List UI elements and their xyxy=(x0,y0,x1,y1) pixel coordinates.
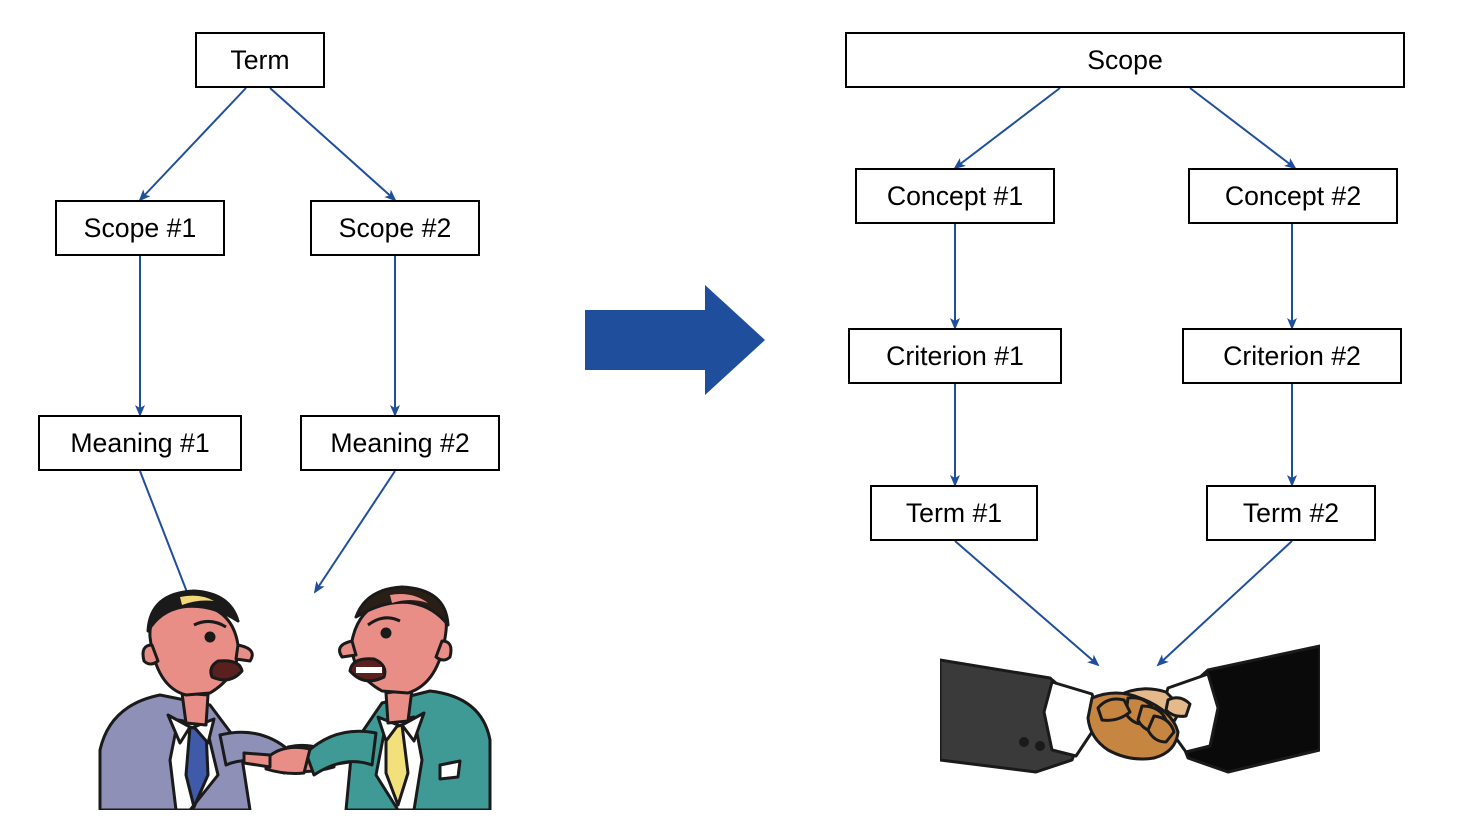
node-label: Criterion #1 xyxy=(886,341,1024,372)
edge-arrow xyxy=(140,88,246,200)
arguing-left-person xyxy=(100,591,356,810)
node-label: Term #2 xyxy=(1243,498,1339,529)
edge-arrow xyxy=(1190,88,1295,168)
arguing-right-person xyxy=(244,587,490,810)
node-criterion-1: Criterion #1 xyxy=(848,328,1062,384)
node-scope-1: Scope #1 xyxy=(55,200,225,256)
node-meaning-2: Meaning #2 xyxy=(300,415,500,471)
handshake-icon xyxy=(940,600,1320,790)
node-meaning-1: Meaning #1 xyxy=(38,415,242,471)
node-label: Meaning #2 xyxy=(330,428,469,459)
node-criterion-2: Criterion #2 xyxy=(1182,328,1402,384)
node-label: Term #1 xyxy=(906,498,1002,529)
node-label: Scope #2 xyxy=(339,213,452,244)
edge-arrow xyxy=(270,88,395,200)
node-scope: Scope xyxy=(845,32,1405,88)
node-term-1: Term #1 xyxy=(870,485,1038,541)
node-label: Scope xyxy=(1087,45,1163,76)
diagram-canvas: Term Scope #1 Scope #2 Meaning #1 Meanin… xyxy=(0,0,1484,835)
handshake-group xyxy=(940,646,1320,772)
node-term: Term xyxy=(195,32,325,88)
transition-arrow-icon xyxy=(585,285,765,395)
node-label: Concept #1 xyxy=(887,181,1023,212)
node-label: Concept #2 xyxy=(1225,181,1361,212)
node-label: Scope #1 xyxy=(84,213,197,244)
center-arrow xyxy=(585,285,765,395)
node-label: Meaning #1 xyxy=(70,428,209,459)
edge-arrow xyxy=(955,88,1060,168)
node-label: Criterion #2 xyxy=(1223,341,1361,372)
node-label: Term xyxy=(230,45,289,76)
arguing-people-icon xyxy=(90,575,500,810)
node-term-2: Term #2 xyxy=(1206,485,1376,541)
edge-arrow xyxy=(315,471,395,592)
node-concept-2: Concept #2 xyxy=(1188,168,1398,224)
node-scope-2: Scope #2 xyxy=(310,200,480,256)
node-concept-1: Concept #1 xyxy=(855,168,1055,224)
